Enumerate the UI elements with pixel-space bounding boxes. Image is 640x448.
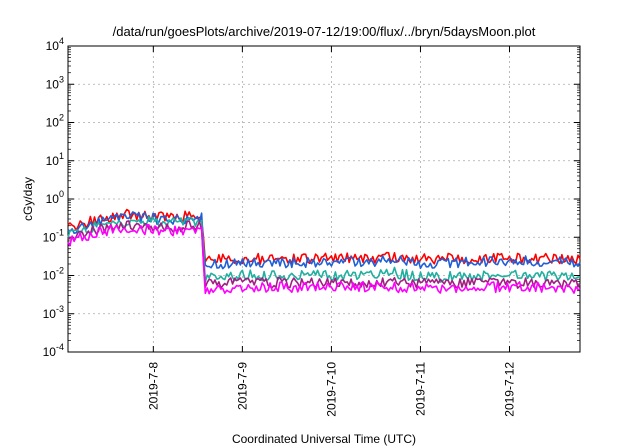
series-line xyxy=(67,215,581,283)
y-tick-label: 10-3 xyxy=(43,304,64,321)
grid xyxy=(68,46,580,352)
y-tick-label: 103 xyxy=(46,74,64,91)
x-axis-label: Coordinated Universal Time (UTC) xyxy=(232,432,416,446)
series-line xyxy=(67,224,581,295)
y-axis: 10-4 10-3 10-2 10-1 100 101 102 103 104 xyxy=(43,36,580,359)
x-tick-label: 2019-7-10 xyxy=(324,362,338,417)
chart-title: /data/run/goesPlots/archive/2019-07-12/1… xyxy=(113,24,536,39)
y-tick-label: 10-1 xyxy=(43,227,64,244)
y-tick-label: 100 xyxy=(46,189,64,206)
x-axis: 2019-7-8 2019-7-9 2019-7-10 2019-7-11 2019-7… xyxy=(146,46,517,417)
x-tick-label: 2019-7-8 xyxy=(146,362,160,410)
y-tick-label: 101 xyxy=(46,151,64,168)
y-tick-label: 10-2 xyxy=(43,266,64,283)
y-tick-label: 104 xyxy=(46,36,64,53)
x-tick-label: 2019-7-12 xyxy=(503,362,517,417)
y-axis-label: cGy/day xyxy=(21,177,35,221)
series-line xyxy=(67,211,581,270)
y-tick-label: 102 xyxy=(46,113,64,130)
x-tick-label: 2019-7-11 xyxy=(413,362,427,416)
series-group xyxy=(67,208,581,295)
y-tick-label: 10-4 xyxy=(43,342,64,359)
x-tick-label: 2019-7-9 xyxy=(235,362,249,410)
